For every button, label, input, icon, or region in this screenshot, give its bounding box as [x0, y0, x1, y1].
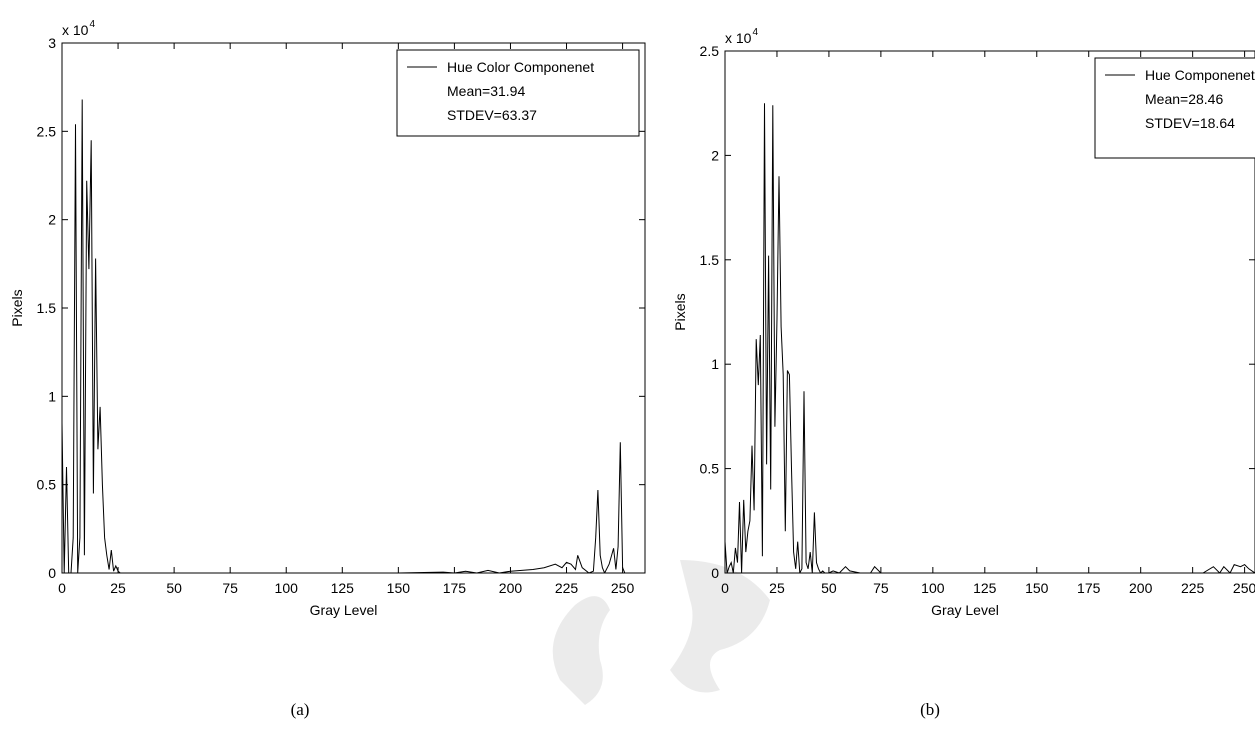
x-axis-label: Gray Level [310, 602, 378, 618]
y-tick-label: 0 [711, 565, 719, 581]
x-tick-label: 250 [1233, 580, 1255, 596]
x-tick-label: 125 [331, 580, 355, 596]
legend-entry: Hue Componenet [1145, 67, 1255, 83]
y-tick-label: 1 [711, 356, 719, 372]
y-axis-label: Pixels [9, 289, 25, 326]
x-tick-label: 200 [1129, 580, 1153, 596]
x-tick-label: 0 [58, 580, 66, 596]
y-tick-label: 2 [48, 212, 56, 228]
x-axis-label: Gray Level [931, 602, 999, 618]
x-tick-label: 75 [873, 580, 889, 596]
legend-entry: STDEV=18.64 [1145, 115, 1235, 131]
x-tick-label: 250 [611, 580, 635, 596]
subfigure-caption: (a) [291, 700, 310, 719]
y-tick-label: 2.5 [700, 43, 720, 59]
x-tick-label: 200 [499, 580, 523, 596]
y-tick-label: 0.5 [37, 477, 57, 493]
chart-b: 0 25 50 75 100 125 150 175 200 225 250 0 0.5 1 1.5 2 2.5… [672, 27, 1255, 719]
x-tick-label: 50 [821, 580, 837, 596]
x-tick-label: 25 [769, 580, 785, 596]
y-tick-label: 3 [48, 35, 56, 51]
chart-a: 0 25 50 75 100 125 150 175 200 225 250 0 0.5 1 1.5 2 2.5… [9, 19, 646, 719]
legend-entry: Mean=28.46 [1145, 91, 1223, 107]
legend-entry: STDEV=63.37 [447, 107, 537, 123]
y-axis-label: Pixels [672, 293, 688, 330]
x-tick-label: 50 [166, 580, 182, 596]
x-tick-label: 100 [921, 580, 945, 596]
series-line [62, 99, 634, 573]
background-watermark [552, 560, 770, 705]
x-tick-label: 175 [443, 580, 467, 596]
y-tick-label: 0 [48, 565, 56, 581]
legend-entry: Hue Color Componenet [447, 59, 594, 75]
x-tick-label: 150 [1025, 580, 1049, 596]
x-tick-label: 125 [973, 580, 997, 596]
y-tick-label: 1 [48, 388, 56, 404]
y-tick-label: 2.5 [37, 123, 57, 139]
y-tick-label: 1.5 [700, 252, 720, 268]
x-tick-label: 100 [275, 580, 299, 596]
y-tick-label: 1.5 [37, 300, 57, 316]
x-tick-label: 150 [387, 580, 411, 596]
x-tick-label: 75 [222, 580, 238, 596]
legend-entry: Mean=31.94 [447, 83, 525, 99]
x-tick-label: 25 [110, 580, 126, 596]
x-tick-label: 225 [1181, 580, 1205, 596]
y-multiplier-label: x 10 [725, 30, 752, 46]
y-tick-label: 0.5 [700, 461, 720, 477]
y-multiplier-label: x 10 [62, 22, 89, 38]
x-tick-label: 225 [555, 580, 579, 596]
legend-box [396, 49, 640, 137]
x-tick-label: 175 [1077, 580, 1101, 596]
series-line [725, 103, 1255, 573]
y-multiplier-exponent: 4 [752, 27, 758, 38]
subfigure-caption: (b) [920, 700, 940, 719]
y-multiplier-exponent: 4 [89, 19, 95, 30]
x-tick-label: 0 [721, 580, 729, 596]
y-tick-label: 2 [711, 147, 719, 163]
